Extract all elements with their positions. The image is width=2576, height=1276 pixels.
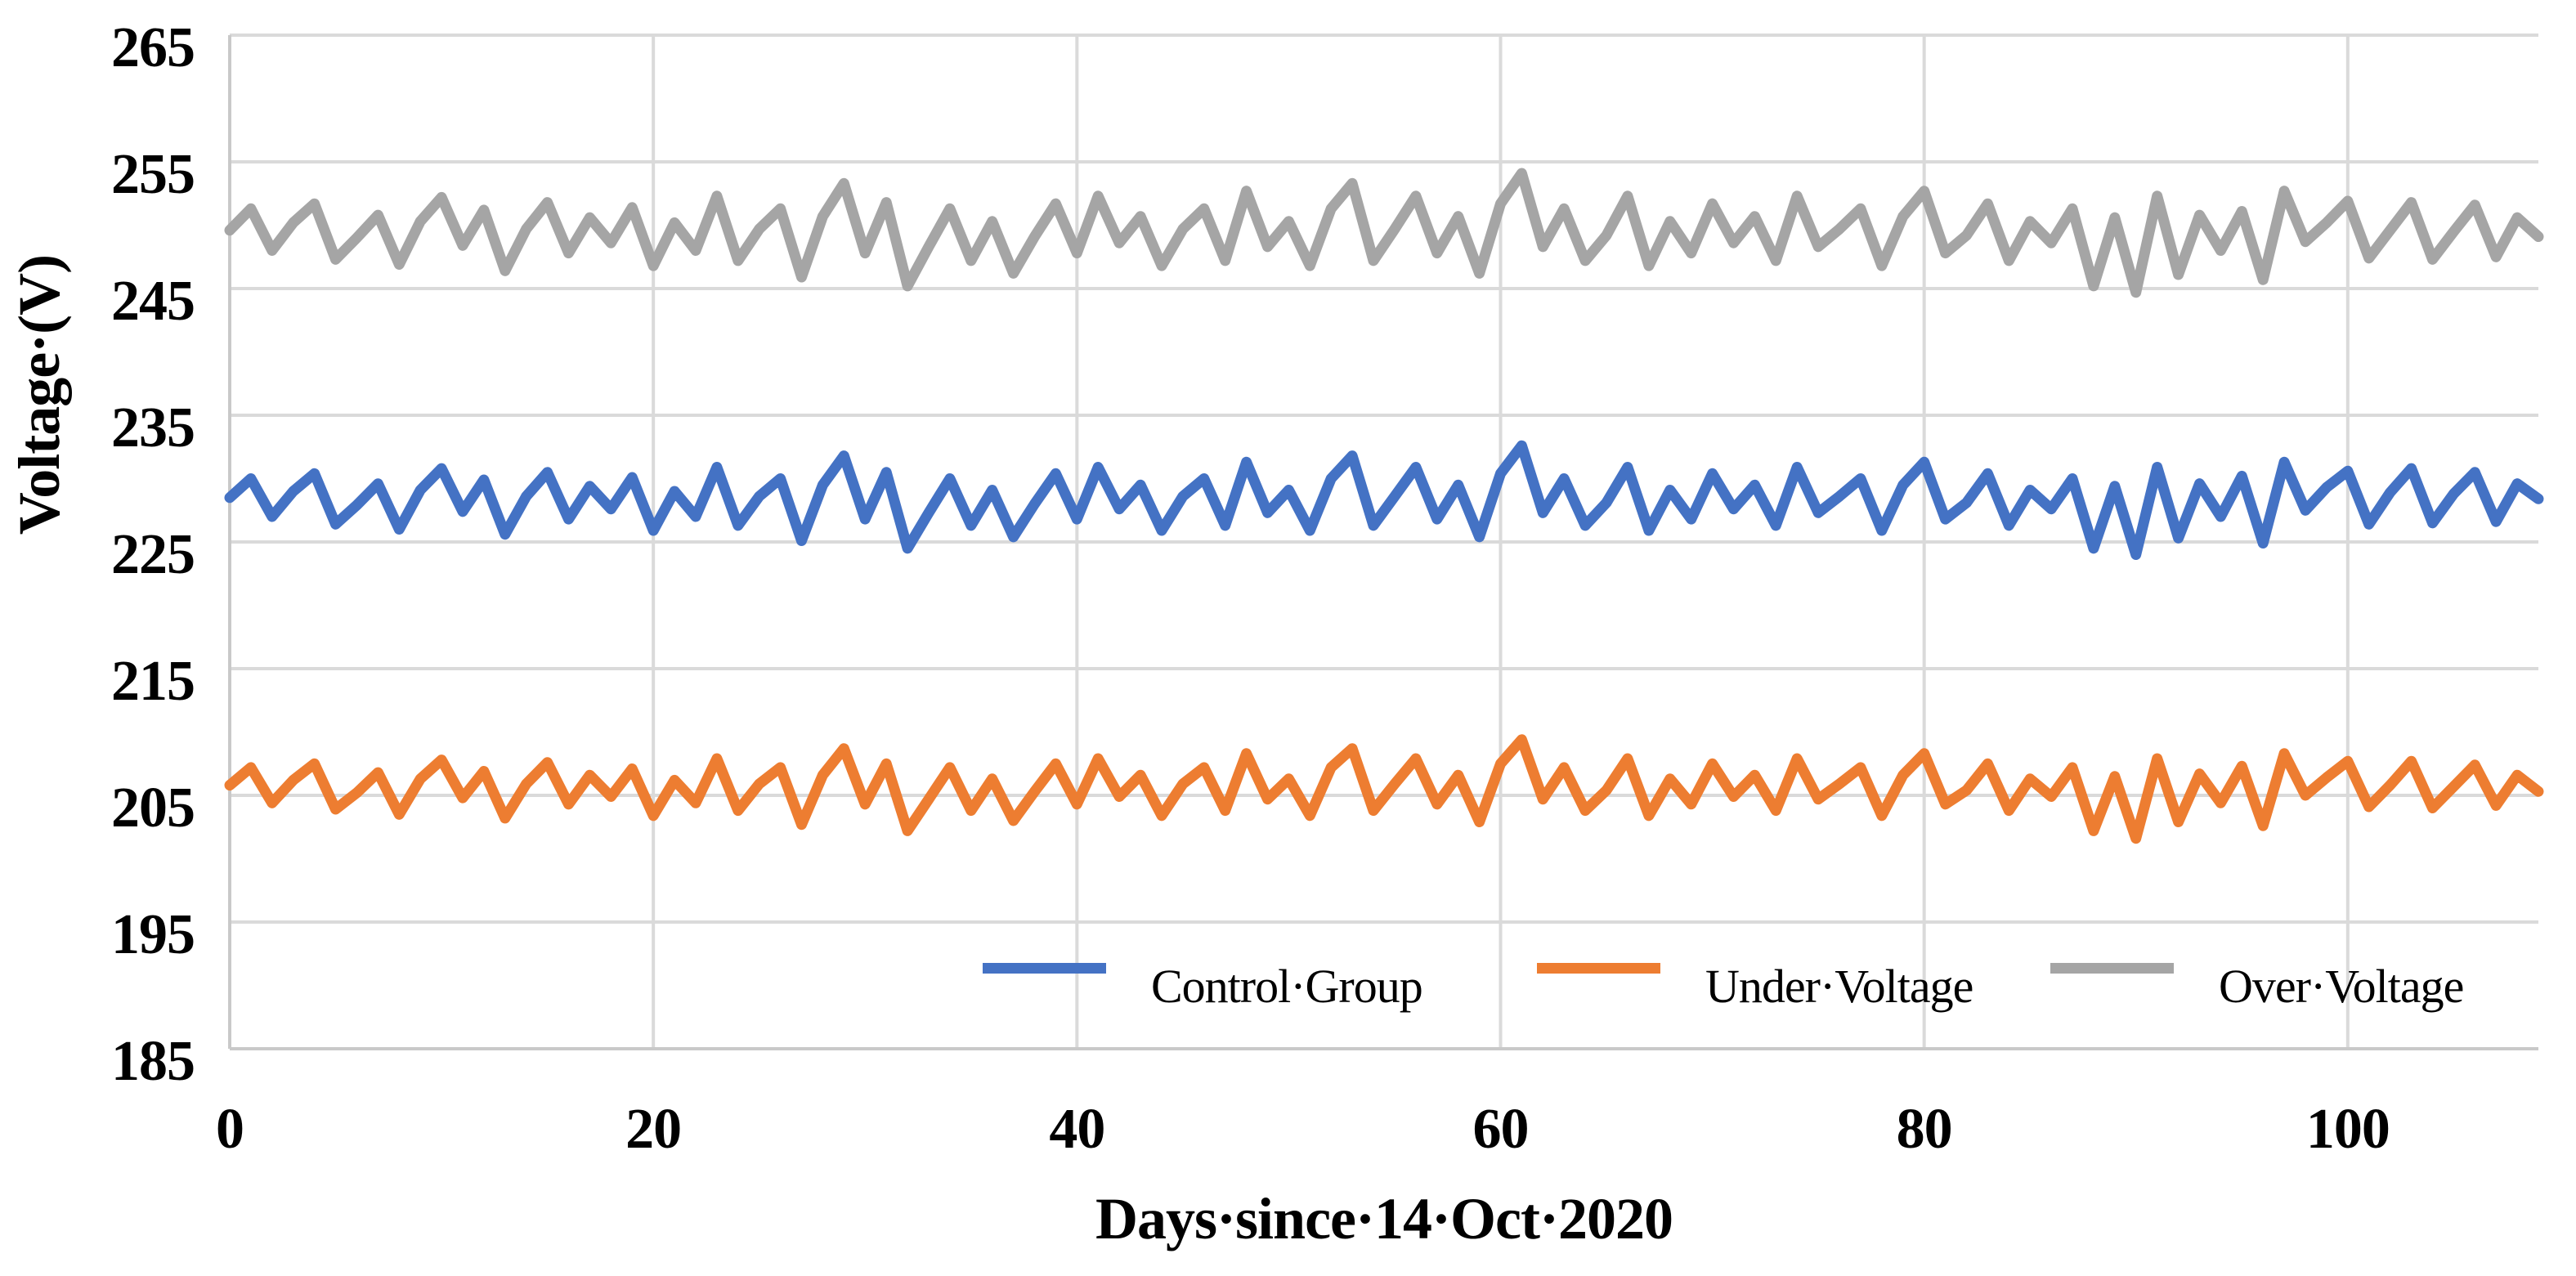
y-tick-label-265: 265 xyxy=(111,16,195,79)
x-axis-title: Days·since·14·Oct·2020 xyxy=(1095,1186,1673,1251)
legend-swatch-under-voltage-icon xyxy=(1537,963,1660,974)
x-tick-label-100: 100 xyxy=(2305,1098,2390,1161)
y-tick-label-195: 195 xyxy=(111,903,195,966)
y-tick-label-235: 235 xyxy=(111,396,195,459)
series-line-over-voltage xyxy=(224,168,2544,298)
y-tick-label-245: 245 xyxy=(111,270,195,333)
y-tick-label-185: 185 xyxy=(111,1030,195,1093)
y-tick-label-225: 225 xyxy=(111,523,195,586)
series-line-control-group xyxy=(224,440,2544,560)
legend-swatch-control-group-icon xyxy=(983,963,1106,974)
y-tick-label-255: 255 xyxy=(111,143,195,206)
legend-entry-under-voltage: Under·Voltage xyxy=(1537,942,1973,1023)
legend-label-under-voltage: Under·Voltage xyxy=(1705,960,1973,1013)
y-tick-label-205: 205 xyxy=(111,777,195,839)
x-tick-label-40: 40 xyxy=(1049,1098,1105,1161)
legend-entry-over-voltage: Over·Voltage xyxy=(2050,942,2464,1023)
series-line-under-voltage xyxy=(224,734,2544,844)
y-tick-label-215: 215 xyxy=(111,650,195,713)
y-axis-title: Voltage·(V) xyxy=(7,254,72,535)
x-tick-label-20: 20 xyxy=(625,1098,682,1161)
x-tick-label-60: 60 xyxy=(1472,1098,1529,1161)
legend-entry-control-group: Control·Group xyxy=(983,942,1423,1023)
x-tick-label-0: 0 xyxy=(216,1098,244,1161)
x-tick-label-80: 80 xyxy=(1896,1098,1953,1161)
legend-label-control-group: Control·Group xyxy=(1151,960,1423,1013)
legend-label-over-voltage: Over·Voltage xyxy=(2219,960,2464,1013)
legend-swatch-over-voltage-icon xyxy=(2050,963,2174,974)
